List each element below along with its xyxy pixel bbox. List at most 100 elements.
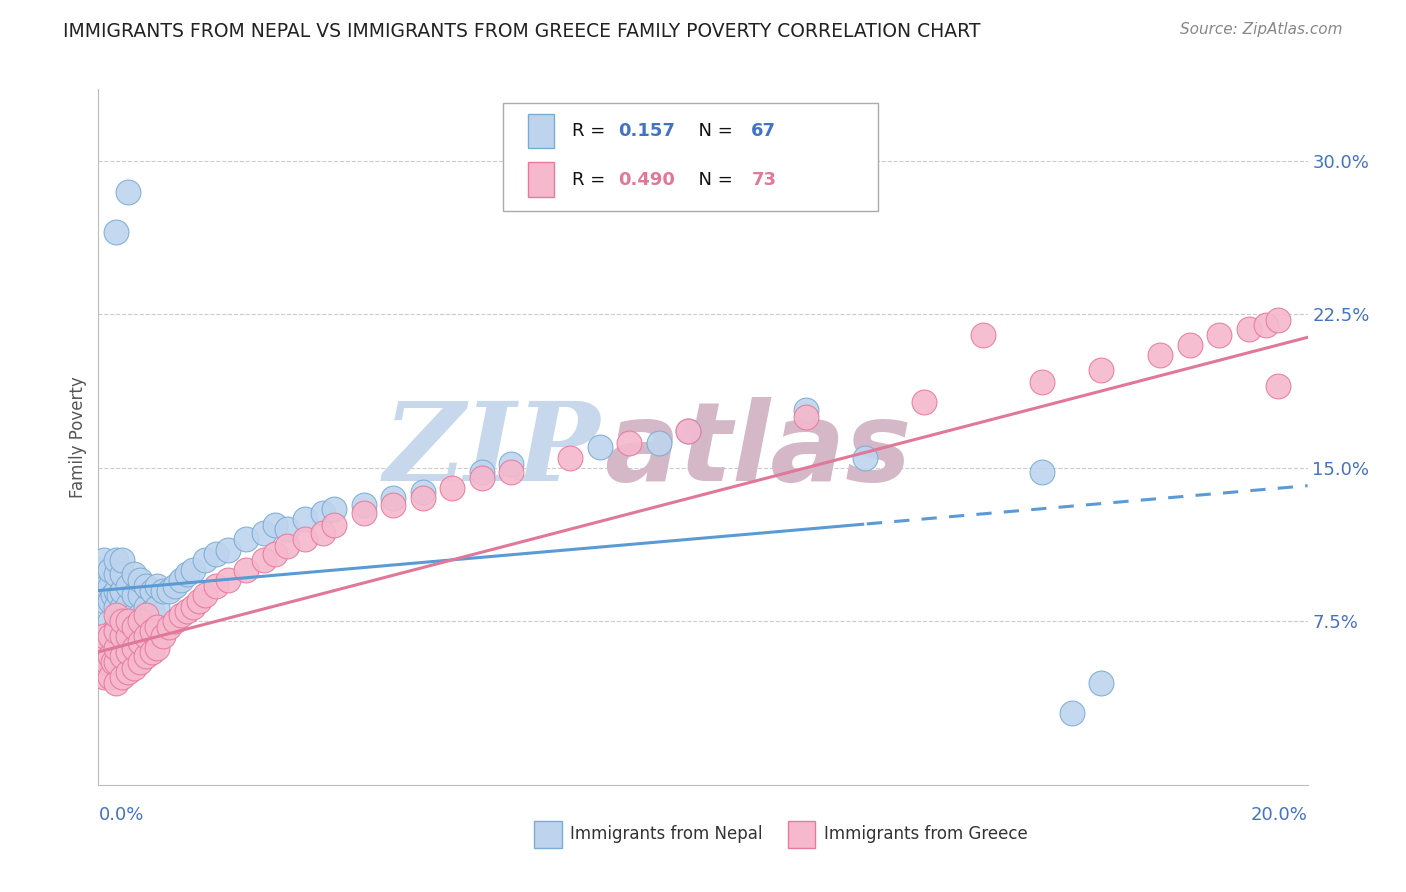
Point [187,594,209,608]
Point [165,579,187,593]
Point [353,498,375,512]
Point [294,533,316,547]
Point [294,512,316,526]
Text: 67: 67 [751,122,776,140]
Point [117,598,139,612]
Point [176,604,198,618]
Text: N =: N = [688,170,738,188]
Point [176,567,198,582]
Text: R =: R = [572,122,612,140]
Point [98,563,121,577]
Point [128,608,150,623]
Point [111,614,134,628]
Point [96,579,118,593]
Point [105,620,128,634]
Point [111,599,134,614]
Point [678,424,700,438]
Point [323,518,346,533]
Point [441,481,464,495]
Point [105,608,128,623]
Text: ZIP: ZIP [384,397,600,505]
Point [122,608,145,623]
Point [794,409,817,424]
Point [1267,313,1289,327]
Point [135,648,157,663]
Point [170,574,193,588]
Point [122,620,145,634]
Point [235,533,257,547]
Point [382,491,405,506]
Point [105,583,128,598]
Point [181,599,204,614]
Point [98,648,121,663]
Point [264,547,287,561]
Point [141,645,163,659]
Point [105,655,128,669]
Point [323,501,346,516]
Point [170,608,193,623]
Point [1237,321,1260,335]
FancyBboxPatch shape [534,822,561,847]
Point [108,588,131,602]
Point [1090,675,1112,690]
Point [1208,327,1230,342]
Point [1149,348,1171,362]
Point [205,579,228,593]
Point [152,583,174,598]
Text: Source: ZipAtlas.com: Source: ZipAtlas.com [1180,22,1343,37]
Point [1256,318,1278,332]
Point [122,661,145,675]
Text: Immigrants from Nepal: Immigrants from Nepal [569,825,762,843]
Point [101,588,124,602]
Point [141,583,163,598]
Point [276,522,298,536]
Point [412,485,434,500]
Point [93,669,115,683]
Point [252,526,274,541]
Text: N =: N = [688,122,738,140]
Point [1031,465,1053,479]
Text: 20.0%: 20.0% [1251,805,1308,823]
Text: 73: 73 [751,170,776,188]
Point [141,624,163,639]
Point [117,614,139,628]
Point [194,553,217,567]
Point [135,579,157,593]
Point [165,614,187,628]
Point [96,655,118,669]
Point [117,645,139,659]
Point [111,648,134,663]
Text: 0.157: 0.157 [619,122,675,140]
Point [111,553,134,567]
Point [217,542,239,557]
Point [152,629,174,643]
Text: atlas: atlas [603,398,911,505]
Point [111,669,134,683]
Point [382,498,405,512]
Point [105,599,128,614]
Point [117,614,139,628]
Point [1031,375,1053,389]
Point [98,669,121,683]
Point [111,583,134,598]
Point [501,457,523,471]
Text: Immigrants from Greece: Immigrants from Greece [824,825,1028,843]
Point [146,599,169,614]
Point [98,579,121,593]
Point [93,553,115,567]
Point [276,539,298,553]
Text: 0.490: 0.490 [619,170,675,188]
Point [560,450,582,465]
Point [589,440,612,454]
Point [128,574,150,588]
Point [90,655,112,669]
Point [105,640,128,655]
Point [264,518,287,533]
Point [93,574,115,588]
Point [412,491,434,506]
Point [353,506,375,520]
Point [128,634,150,648]
Point [471,465,494,479]
Point [105,567,128,582]
Point [128,655,150,669]
